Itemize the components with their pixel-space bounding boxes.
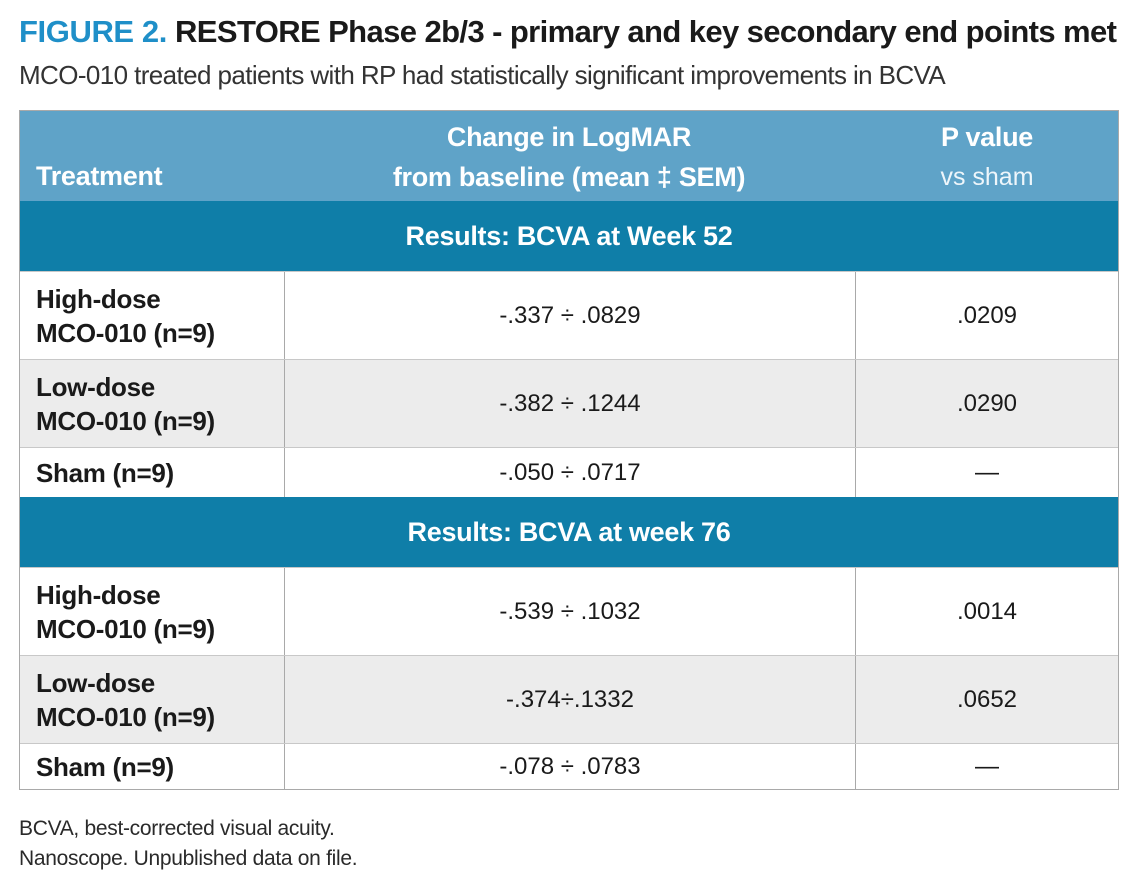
header-pvalue: P value vs sham (856, 117, 1118, 197)
section-header-week76: Results: BCVA at week 76 (20, 497, 1118, 567)
pvalue-cell: — (975, 458, 999, 486)
header-pvalue-sub: vs sham (940, 163, 1034, 191)
treatment-line1: Sham (n=9) (36, 457, 174, 488)
treatment-cell: High-dose MCO-010 (n=9) (36, 272, 286, 359)
table-row: High-dose MCO-010 (n=9) -.337 ÷ .0829 .0… (20, 271, 1118, 359)
treatment-line1: High-dose (36, 579, 161, 610)
treatment-line1: Sham (n=9) (36, 751, 174, 782)
table-row: Low-dose MCO-010 (n=9) -.374÷.1332 .0652 (20, 655, 1118, 743)
header-treatment: Treatment (36, 161, 163, 191)
change-cell: -.382 ÷ .1244 (284, 360, 856, 447)
figure-subtitle: MCO-010 treated patients with RP had sta… (19, 60, 946, 90)
table-row: Sham (n=9) -.078 ÷ .0783 — (20, 743, 1118, 789)
pvalue-cell: — (975, 752, 999, 780)
header-change-line2: from baseline (mean ‡ SEM) (392, 162, 746, 192)
treatment-cell: Low-dose MCO-010 (n=9) (36, 656, 286, 743)
treatment-line1: Low-dose (36, 371, 155, 402)
treatment-line1: High-dose (36, 283, 161, 314)
figure-title: FIGURE 2. RESTORE Phase 2b/3 - primary a… (19, 12, 1129, 52)
pvalue-cell: .0652 (956, 685, 1018, 713)
results-table: Treatment Change in LogMAR from baseline… (19, 110, 1119, 790)
pvalue-cell: .0014 (956, 597, 1018, 625)
footnote-abbreviation: BCVA, best-corrected visual acuity. (19, 817, 335, 840)
change-cell: -.050 ÷ .0717 (284, 448, 856, 497)
footnote-source: Nanoscope. Unpublished data on file. (19, 847, 358, 870)
section-header-week52: Results: BCVA at Week 52 (20, 201, 1118, 271)
treatment-line2: MCO-010 (n=9) (36, 701, 215, 732)
change-cell: -.539 ÷ .1032 (284, 568, 856, 655)
header-change-line1: Change in LogMAR (446, 122, 692, 152)
treatment-line1: Low-dose (36, 667, 155, 698)
table-row: Low-dose MCO-010 (n=9) -.382 ÷ .1244 .02… (20, 359, 1118, 447)
treatment-line2: MCO-010 (n=9) (36, 317, 215, 348)
table-header: Treatment Change in LogMAR from baseline… (20, 111, 1118, 201)
header-change: Change in LogMAR from baseline (mean ‡ S… (284, 117, 854, 197)
pvalue-cell: .0209 (956, 301, 1018, 329)
treatment-line2: MCO-010 (n=9) (36, 405, 215, 436)
pvalue-cell: .0290 (956, 389, 1018, 417)
treatment-cell: Sham (n=9) (36, 448, 286, 497)
change-cell: -.374÷.1332 (284, 656, 856, 743)
figure-title-text: RESTORE Phase 2b/3 - primary and key sec… (175, 14, 1117, 49)
change-cell: -.078 ÷ .0783 (284, 744, 856, 789)
table-row: Sham (n=9) -.050 ÷ .0717 — (20, 447, 1118, 497)
treatment-cell: Sham (n=9) (36, 744, 286, 789)
table-row: High-dose MCO-010 (n=9) -.539 ÷ .1032 .0… (20, 567, 1118, 655)
treatment-cell: High-dose MCO-010 (n=9) (36, 568, 286, 655)
change-cell: -.337 ÷ .0829 (284, 272, 856, 359)
header-pvalue-label: P value (941, 122, 1033, 152)
treatment-cell: Low-dose MCO-010 (n=9) (36, 360, 286, 447)
treatment-line2: MCO-010 (n=9) (36, 613, 215, 644)
figure-label: FIGURE 2. (19, 14, 167, 49)
